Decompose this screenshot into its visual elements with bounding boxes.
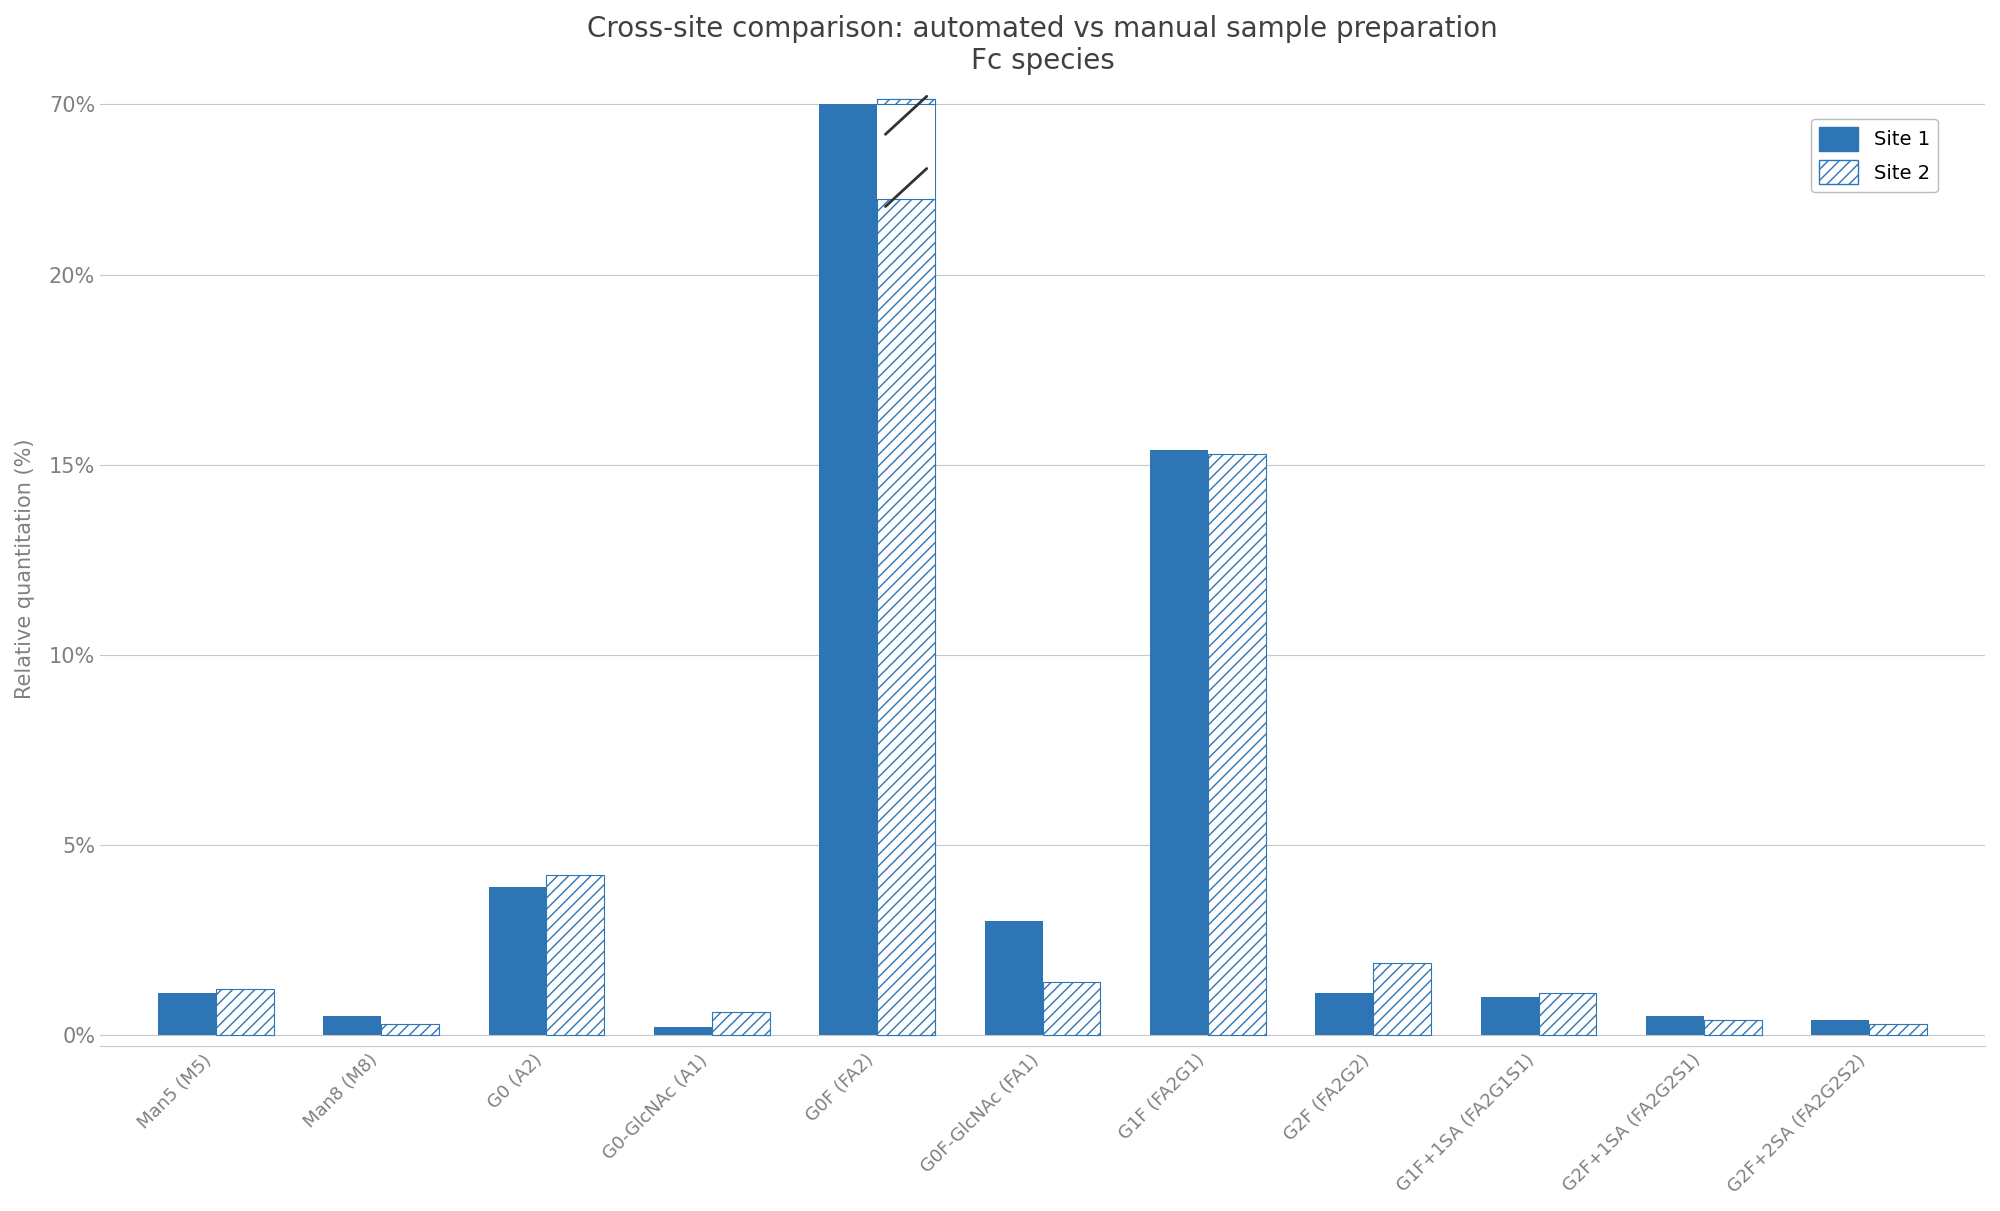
Bar: [878, 99, 936, 104]
Bar: [1812, 1020, 1870, 1035]
Bar: [820, 199, 878, 1035]
Bar: [546, 876, 604, 1035]
Bar: [216, 989, 274, 1035]
Bar: [654, 1027, 712, 1035]
Bar: [878, 99, 936, 1035]
Bar: [1646, 1016, 1704, 1035]
Bar: [382, 1023, 438, 1035]
Bar: [1208, 454, 1266, 1035]
Bar: [1042, 982, 1100, 1035]
Bar: [820, 199, 878, 1035]
Bar: [1538, 993, 1596, 1035]
Bar: [984, 920, 1042, 1035]
Bar: [820, 104, 878, 199]
Y-axis label: Relative quantitation (%): Relative quantitation (%): [14, 438, 34, 699]
Bar: [1316, 993, 1374, 1035]
Bar: [712, 1012, 770, 1035]
Bar: [324, 1016, 382, 1035]
Legend: Site 1, Site 2: Site 1, Site 2: [1812, 119, 1938, 191]
Bar: [1704, 1020, 1762, 1035]
Bar: [878, 199, 936, 1035]
Title: Cross-site comparison: automated vs manual sample preparation
Fc species: Cross-site comparison: automated vs manu…: [588, 15, 1498, 75]
Bar: [878, 101, 936, 202]
Bar: [1150, 449, 1208, 1035]
Bar: [158, 993, 216, 1035]
Bar: [488, 886, 546, 1035]
Bar: [1870, 1023, 1928, 1035]
Bar: [1374, 963, 1432, 1035]
Bar: [1480, 997, 1538, 1035]
